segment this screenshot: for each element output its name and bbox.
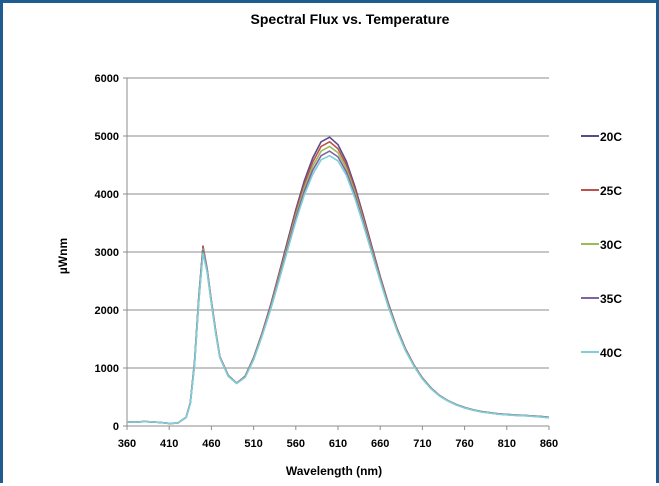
y-tick-label: 3000 bbox=[95, 247, 119, 259]
x-tick-label: 810 bbox=[498, 438, 516, 450]
series-line-40C bbox=[126, 154, 550, 425]
y-tick-label: 0 bbox=[113, 421, 119, 433]
y-tick-label: 1000 bbox=[95, 363, 119, 375]
axes bbox=[126, 78, 550, 430]
grid-lines bbox=[123, 77, 549, 427]
series-line-30C bbox=[126, 145, 550, 425]
series-line-35C bbox=[126, 150, 550, 425]
x-tick-label: 660 bbox=[371, 438, 389, 450]
x-tick-label: 510 bbox=[244, 438, 262, 450]
y-tick-labels: 0 1000 2000 3000 4000 5000 6000 bbox=[95, 73, 119, 433]
x-tick-label: 560 bbox=[287, 438, 305, 450]
legend-label-25C: 25C bbox=[600, 184, 622, 198]
series-line-20C bbox=[126, 136, 550, 425]
legend-label-20C: 20C bbox=[600, 130, 622, 144]
x-tick-label: 410 bbox=[160, 438, 178, 450]
series-line-25C bbox=[126, 141, 550, 425]
x-tick-label: 460 bbox=[202, 438, 220, 450]
chart-title: Spectral Flux vs. Temperature bbox=[251, 11, 450, 27]
x-tick-label: 360 bbox=[118, 438, 136, 450]
legend: 20C 25C 30C 35C 40C bbox=[581, 130, 622, 360]
y-tick-label: 4000 bbox=[95, 189, 119, 201]
x-tick-labels: 360 410 460 510 560 610 660 710 760 810 860 bbox=[118, 438, 558, 450]
y-tick-label: 5000 bbox=[95, 131, 119, 143]
x-axis-label: Wavelength (nm) bbox=[286, 464, 382, 478]
x-tick-label: 860 bbox=[540, 438, 558, 450]
legend-label-40C: 40C bbox=[600, 346, 622, 360]
y-tick-label: 2000 bbox=[95, 305, 119, 317]
x-tick-label: 710 bbox=[413, 438, 431, 450]
x-tick-label: 760 bbox=[455, 438, 473, 450]
x-tick-label: 610 bbox=[329, 438, 347, 450]
legend-label-35C: 35C bbox=[600, 292, 622, 306]
y-tick-label: 6000 bbox=[95, 73, 119, 85]
legend-label-30C: 30C bbox=[600, 238, 622, 252]
y-axis-label: µWnm bbox=[56, 238, 70, 274]
series-lines bbox=[126, 136, 550, 425]
spectral-flux-chart: Spectral Flux vs. Temperature 0 1000 2000 3… bbox=[56, 11, 622, 478]
